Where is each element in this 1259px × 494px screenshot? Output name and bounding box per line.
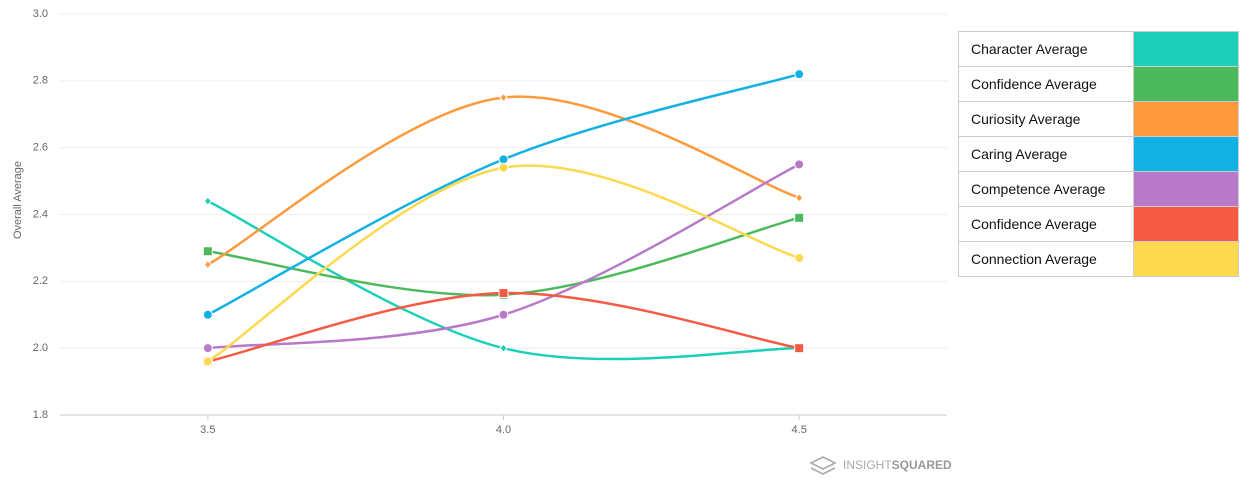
legend-item: Caring Average: [958, 136, 1239, 172]
legend: Character Average Confidence Average Curio…: [958, 31, 1239, 277]
legend-swatch: [1133, 66, 1239, 102]
legend-label: Caring Average: [958, 136, 1134, 172]
point: [795, 193, 804, 203]
x-tick-label: 3.5: [200, 424, 215, 436]
watermark-prefix: INSIGHT: [843, 458, 892, 472]
point: [499, 343, 508, 353]
legend-label: Confidence Average: [958, 66, 1134, 102]
y-axis-label: Overall Average: [12, 161, 24, 239]
point: [794, 212, 805, 223]
watermark-logo: [809, 456, 837, 475]
point: [794, 343, 805, 354]
x-tick-label: 4.5: [792, 424, 807, 436]
point: [202, 356, 213, 367]
legend-swatch: [1133, 171, 1239, 207]
point: [498, 288, 509, 299]
y-tick-label: 3.0: [33, 8, 48, 20]
y-tick-label: 2.6: [33, 142, 48, 154]
line: [207, 163, 800, 350]
point: [794, 159, 805, 170]
point: [498, 154, 509, 165]
y-tick-label: 2.4: [33, 208, 48, 220]
point: [203, 259, 212, 270]
legend-swatch: [1133, 31, 1239, 67]
legend-item: Character Average: [958, 31, 1239, 67]
legend-swatch: [1133, 241, 1239, 277]
line: [207, 216, 800, 297]
legend-swatch: [1133, 206, 1239, 242]
legend-label: Competence Average: [958, 171, 1134, 207]
y-tick-label: 2.0: [33, 342, 48, 354]
legend-swatch: [1133, 101, 1239, 137]
point: [202, 246, 213, 257]
legend-item: Competence Average: [958, 171, 1239, 207]
legend-item: Confidence Average: [958, 206, 1239, 242]
y-tick-label: 1.8: [33, 409, 48, 421]
point: [794, 69, 805, 80]
y-tick-label: 2.8: [33, 75, 48, 87]
point: [202, 309, 213, 320]
legend-label: Curiosity Average: [958, 101, 1134, 137]
point: [498, 309, 509, 320]
point: [498, 162, 509, 173]
y-tick-label: 2.2: [33, 275, 48, 287]
legend-label: Character Average: [958, 31, 1134, 67]
legend-swatch: [1133, 136, 1239, 172]
watermark-suffix: SQUARED: [892, 458, 952, 472]
point: [794, 252, 805, 263]
point: [499, 92, 508, 103]
legend-label: Connection Average: [958, 241, 1134, 277]
legend-item: Connection Average: [958, 241, 1239, 277]
legend-item: Curiosity Average: [958, 101, 1239, 137]
line: [207, 164, 800, 363]
line: [207, 72, 800, 316]
x-tick-label: 4.0: [496, 424, 511, 436]
legend-label: Confidence Average: [958, 206, 1134, 242]
line: [207, 95, 800, 266]
legend-item: Confidence Average: [958, 66, 1239, 102]
point: [202, 343, 213, 354]
point: [203, 196, 212, 206]
